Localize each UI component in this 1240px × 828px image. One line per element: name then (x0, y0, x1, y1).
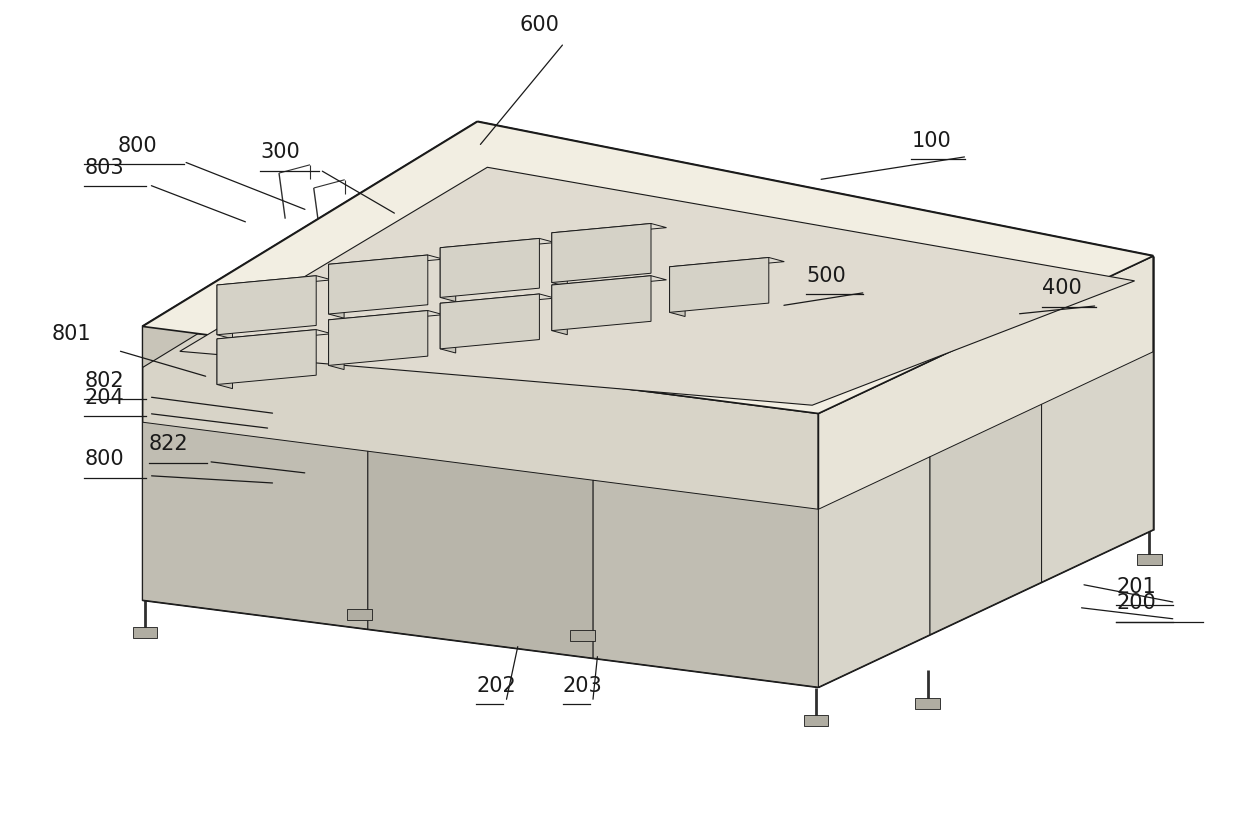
Text: 400: 400 (1042, 278, 1081, 298)
Text: 200: 200 (1116, 593, 1156, 613)
Polygon shape (818, 257, 1153, 687)
Polygon shape (670, 258, 784, 272)
Text: 203: 203 (563, 676, 603, 696)
Polygon shape (329, 311, 444, 325)
Polygon shape (804, 715, 828, 726)
Polygon shape (552, 224, 651, 283)
Polygon shape (329, 256, 444, 269)
Polygon shape (217, 277, 332, 290)
Polygon shape (670, 258, 769, 313)
Polygon shape (440, 304, 456, 354)
Text: 500: 500 (806, 266, 846, 286)
Polygon shape (552, 286, 568, 335)
Text: 800: 800 (118, 136, 157, 156)
Polygon shape (143, 123, 1153, 414)
Text: 822: 822 (149, 434, 188, 454)
Polygon shape (552, 233, 568, 287)
Text: 202: 202 (476, 676, 516, 696)
Polygon shape (1137, 555, 1162, 566)
Polygon shape (670, 267, 684, 317)
Polygon shape (570, 630, 595, 641)
Polygon shape (143, 123, 477, 368)
Polygon shape (440, 248, 456, 302)
Polygon shape (217, 330, 316, 385)
Polygon shape (440, 239, 539, 298)
Polygon shape (347, 609, 372, 620)
Text: 800: 800 (84, 449, 124, 469)
Polygon shape (217, 330, 332, 344)
Polygon shape (552, 224, 667, 238)
Polygon shape (552, 277, 667, 290)
Polygon shape (180, 168, 1135, 406)
Text: 600: 600 (520, 15, 559, 35)
Polygon shape (143, 422, 368, 629)
Polygon shape (133, 628, 157, 638)
Polygon shape (818, 457, 930, 687)
Polygon shape (915, 698, 940, 709)
Polygon shape (440, 239, 556, 253)
Text: 201: 201 (1116, 576, 1156, 596)
Polygon shape (552, 277, 651, 331)
Polygon shape (143, 327, 818, 687)
Polygon shape (329, 256, 428, 315)
Polygon shape (329, 311, 428, 366)
Polygon shape (329, 265, 345, 319)
Text: 204: 204 (84, 388, 124, 407)
Text: 300: 300 (260, 142, 300, 162)
Text: 803: 803 (84, 158, 124, 178)
Polygon shape (440, 295, 539, 349)
Polygon shape (440, 295, 556, 308)
Text: 100: 100 (911, 131, 951, 151)
Polygon shape (1042, 353, 1153, 582)
Polygon shape (217, 339, 233, 389)
Text: 801: 801 (52, 324, 92, 344)
Polygon shape (930, 405, 1042, 635)
Polygon shape (329, 320, 345, 370)
Polygon shape (217, 277, 316, 335)
Polygon shape (593, 480, 818, 687)
Polygon shape (368, 452, 593, 658)
Text: 802: 802 (84, 371, 124, 391)
Polygon shape (217, 286, 233, 339)
